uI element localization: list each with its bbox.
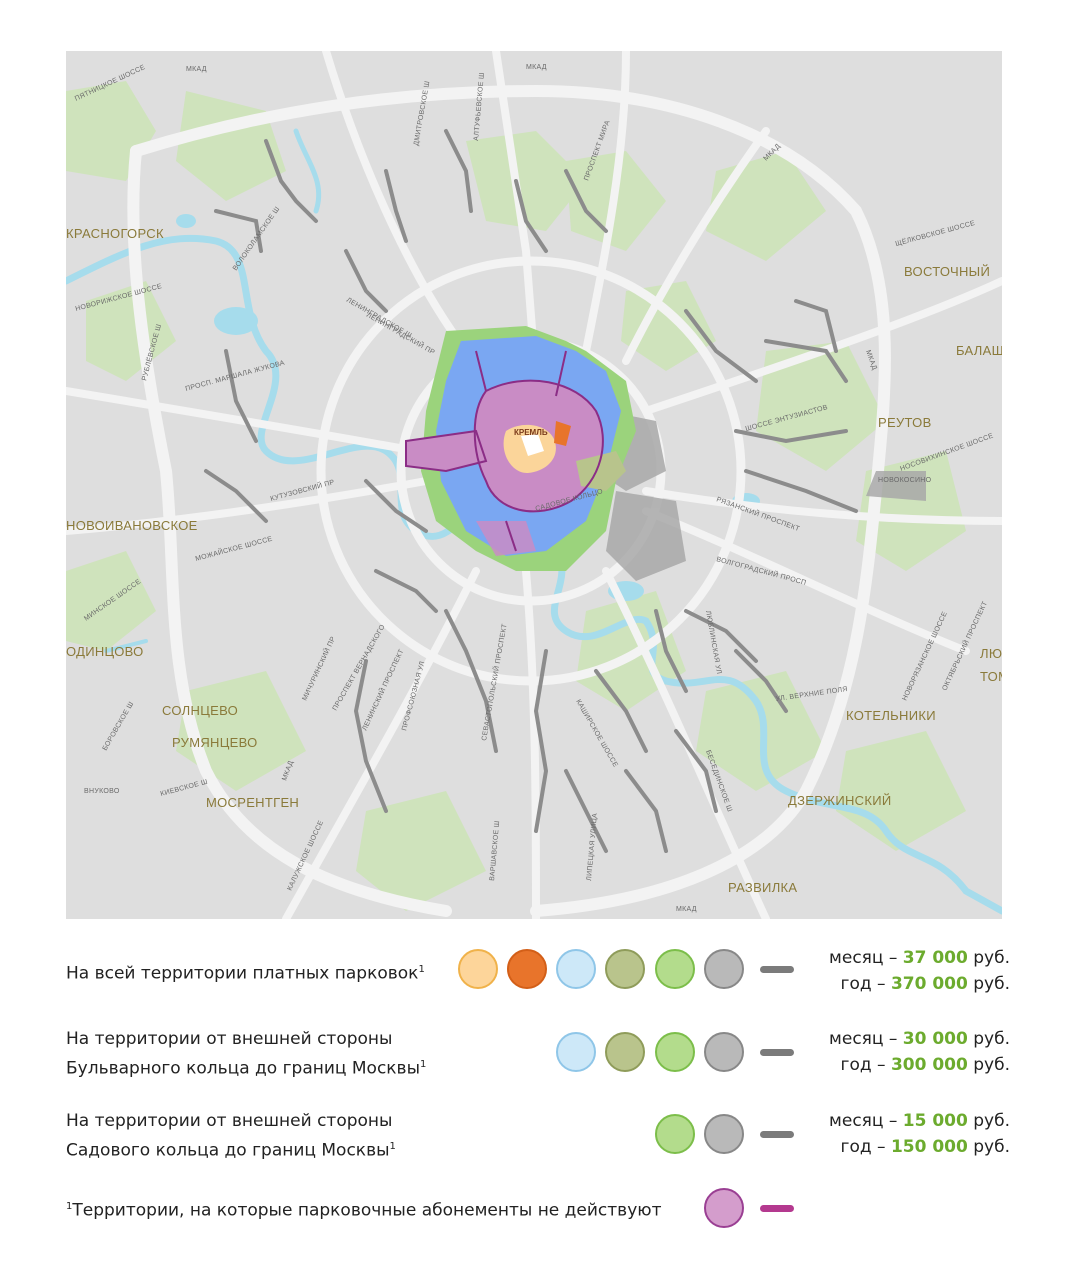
paid-streets-outside — [204, 129, 858, 853]
zone-circle-kremlin-ring — [458, 949, 498, 989]
place-labels: КРАСНОГОРСК ВОСТОЧНЫЙ БАЛАШ РЕУТОВ НОВОК… — [66, 226, 1002, 895]
price-boulevard: месяц – 30 000 руб. год – 300 000 руб. — [829, 1029, 1010, 1075]
legend-label-all: На всей территории платных парковок1 — [66, 963, 425, 984]
zone-circle-green — [655, 949, 695, 989]
svg-text:МКАД: МКАД — [526, 64, 547, 71]
zone-circle-green — [655, 1114, 695, 1154]
place-kreml: КРЕМЛЬ — [514, 428, 548, 437]
svg-text:МКАД: МКАД — [186, 66, 207, 73]
place-odintsovo: ОДИНЦОВО — [66, 644, 144, 659]
place-dzerzhinsky: ДЗЕРЖИНСКИЙ — [788, 793, 892, 808]
place-mosrentgen: МОСРЕНТГЕН — [206, 795, 299, 810]
place-solntsevo: СОЛНЦЕВО — [162, 703, 238, 718]
street-dash-gray — [760, 966, 794, 973]
zone-circle-gray — [704, 1114, 744, 1154]
legend-row-all: На всей территории платных парковок1 мес… — [66, 945, 1016, 1005]
place-balash: БАЛАШ — [956, 343, 1002, 358]
place-krasnogorsk: КРАСНОГОРСК — [66, 226, 164, 241]
footnote-row: 1Территории, на которые парковочные абон… — [66, 1186, 1016, 1230]
street-dash-gray — [760, 1049, 794, 1056]
parking-zones-map: КРАСНОГОРСК ВОСТОЧНЫЙ БАЛАШ РЕУТОВ НОВОК… — [66, 51, 1002, 919]
legend-row-garden: На территории от внешней стороны Садовог… — [66, 1108, 1016, 1168]
place-reutov: РЕУТОВ — [878, 415, 932, 430]
svg-text:МКАД: МКАД — [676, 906, 697, 913]
place-novokosino: НОВОКОСИНО — [878, 477, 932, 484]
zone-circle-orange — [507, 949, 547, 989]
place-lyu: ЛЮ — [980, 646, 1002, 661]
legend-row-boulevard: На территории от внешней стороны Бульвар… — [66, 1026, 1016, 1086]
street-dash-purple — [760, 1205, 794, 1212]
legend-label-garden: На территории от внешней стороны Садовог… — [66, 1111, 396, 1161]
place-kotelniki: КОТЕЛЬНИКИ — [846, 708, 936, 723]
zone-circle-blue — [556, 949, 596, 989]
place-rumyantsevo: РУМЯНЦЕВО — [172, 735, 258, 750]
place-razvilka: РАЗВИЛКА — [728, 880, 797, 895]
central-outlines — [405, 350, 604, 552]
place-vostochny: ВОСТОЧНЫЙ — [904, 264, 990, 279]
zone-circle-gray — [704, 949, 744, 989]
place-novoivanovskoe: НОВОИВАНОВСКОЕ — [66, 518, 198, 533]
legend-label-boulevard: На территории от внешней стороны Бульвар… — [66, 1029, 427, 1079]
map-canvas: КРАСНОГОРСК ВОСТОЧНЫЙ БАЛАШ РЕУТОВ НОВОК… — [66, 51, 1002, 919]
price-garden: месяц – 15 000 руб. год – 150 000 руб. — [829, 1111, 1010, 1157]
zone-circle-olive — [605, 949, 645, 989]
road-network — [66, 51, 1002, 919]
zone-circle-green — [655, 1032, 695, 1072]
footnote-text: 1Территории, на которые парковочные абон… — [66, 1200, 662, 1221]
place-tom: ТОМ — [980, 669, 1002, 684]
place-vnukovo: ВНУКОВО — [84, 788, 120, 795]
street-dash-gray — [760, 1131, 794, 1138]
price-all: месяц – 37 000 руб. год – 370 000 руб. — [829, 948, 1010, 994]
zone-circle-olive — [605, 1032, 645, 1072]
zone-circle-blue — [556, 1032, 596, 1072]
zone-circle-gray — [704, 1032, 744, 1072]
zone-circle-purple — [704, 1188, 744, 1228]
